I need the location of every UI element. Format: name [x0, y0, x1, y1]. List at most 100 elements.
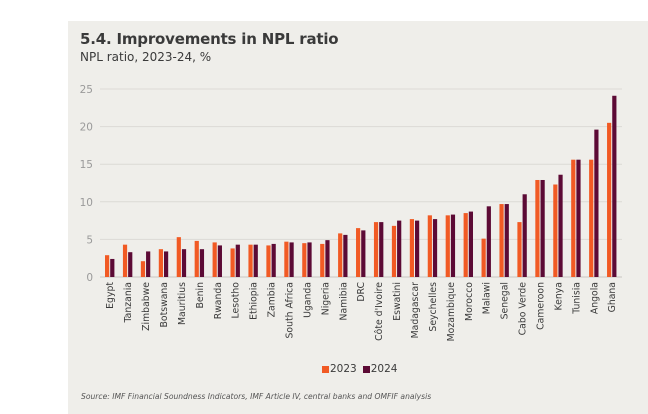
x-tick-label: Rwanda [213, 282, 224, 319]
legend: 2023 2024 [322, 363, 397, 375]
x-tick-label: Morocco [464, 282, 475, 321]
x-tick-label: Tunisia [571, 282, 582, 315]
chart-title: 5.4. Improvements in NPL ratio [80, 30, 339, 48]
bar-2024-south-africa [289, 242, 294, 277]
bar-2024-ethiopia [253, 244, 258, 277]
legend-label-2023: 2023 [330, 363, 357, 375]
y-tick-label: 15 [80, 159, 93, 171]
x-tick-label: Zimbabwe [141, 282, 152, 331]
bar-2023-rwanda [212, 242, 217, 277]
x-tick-label: Benin [195, 282, 206, 309]
chart-subtitle: NPL ratio, 2023-24, % [80, 50, 212, 64]
x-tick-label: Tanzania [123, 282, 134, 323]
bar-2023-senegal [499, 204, 504, 277]
bar-2023-seychelles [427, 215, 432, 277]
x-tick-label: Ethiopia [249, 282, 260, 320]
legend-label-2024: 2024 [370, 363, 398, 375]
x-tick-label: Ghana [607, 282, 618, 312]
bar-2024-kenya [558, 174, 563, 277]
x-tick-label: Cameroon [536, 282, 547, 330]
x-tick-label: Kenya [553, 282, 564, 310]
x-tick-label: Botswana [159, 282, 170, 327]
bar-2023-c-te-d-ivoire [373, 222, 379, 277]
y-tick-label: 20 [80, 122, 93, 134]
x-tick-label: Lesotho [231, 282, 242, 319]
bar-2023-zimbabwe [140, 261, 146, 277]
gridlines [100, 88, 622, 278]
x-tick-label: Cabo Verde [518, 282, 529, 336]
y-tick-label: 25 [80, 84, 93, 96]
legend-swatch-2024 [362, 365, 370, 373]
bar-2023-zambia [266, 245, 271, 277]
x-axis-labels: Egypt Tanzania Zimbabwe Botswana Mauritius Be… [105, 282, 618, 342]
bar-2024-egypt [110, 258, 115, 277]
bar-2023-madagascar [409, 219, 415, 277]
source-note: Source: IMF Financial Soundness Indicato… [81, 392, 432, 401]
legend-swatch-2023 [322, 365, 329, 373]
bar-2023-morocco [463, 213, 468, 277]
bar-2024-zimbabwe [146, 251, 151, 277]
bar-2023-lesotho [230, 248, 235, 277]
bar-2023-angola [589, 159, 594, 277]
bar-2024-cabo-verde [522, 194, 527, 277]
x-tick-label: Zambia [267, 282, 278, 317]
bar-2023-cameroon [535, 179, 540, 277]
bar-2024-zambia [271, 243, 276, 277]
x-tick-label: Seychelles [428, 282, 439, 332]
bar-2024-rwanda [217, 245, 222, 277]
bar-2023-eswatini [391, 225, 397, 277]
bar-2023-nigeria [320, 243, 325, 277]
bar-2024-namibia [343, 234, 348, 277]
bar-2023-ethiopia [248, 244, 253, 277]
x-tick-label: Eswatini [392, 282, 403, 321]
y-tick-label: 5 [86, 234, 93, 246]
bar-2024-malawi [486, 206, 491, 277]
bar-2023-kenya [553, 184, 558, 277]
bar-2024-nigeria [325, 240, 330, 277]
y-tick-label: 10 [80, 197, 93, 209]
bar-2023-cabo-verde [517, 222, 522, 277]
bar-2024-uganda [307, 242, 312, 277]
x-tick-label: Egypt [105, 282, 116, 309]
x-tick-label: Senegal [500, 282, 511, 319]
bar-2024-tanzania [128, 252, 133, 277]
chart-panel [68, 21, 648, 414]
bars [105, 95, 617, 277]
bar-2023-malawi [481, 238, 486, 277]
bar-2024-senegal [504, 204, 509, 277]
bar-2024-botswana [163, 251, 169, 277]
bar-2024-morocco [468, 211, 473, 277]
bar-2024-eswatini [397, 220, 402, 277]
bar-2024-mozambique [450, 214, 456, 277]
bar-2023-egypt [105, 255, 110, 277]
x-tick-label: Uganda [302, 282, 313, 318]
x-tick-label: South Africa [285, 282, 296, 339]
legend-item-2024: 2024 [362, 363, 398, 375]
legend-item-2023: 2023 [322, 363, 357, 375]
bar-2024-madagascar [415, 220, 420, 277]
x-tick-label: Nigeria [320, 282, 331, 315]
bar-2024-angola [594, 129, 599, 277]
bar-2023-mauritius [176, 237, 181, 277]
bar-2023-ghana [607, 122, 612, 277]
bar-2024-ghana [612, 95, 617, 277]
bar-2024-lesotho [235, 244, 240, 277]
bar-2023-drc [356, 228, 361, 277]
x-tick-label: Côte d'Ivoire [374, 282, 385, 341]
y-tick-label: 0 [86, 272, 93, 284]
bar-2024-benin [199, 249, 205, 277]
bar-2024-c-te-d-ivoire [379, 222, 384, 277]
bar-2024-tunisia [576, 159, 581, 277]
x-tick-label: DRC [356, 282, 367, 302]
x-tick-label: Mozambique [446, 282, 457, 342]
bar-2024-cameroon [540, 179, 545, 277]
bar-2024-mauritius [181, 249, 187, 277]
bar-2023-tunisia [571, 159, 576, 277]
bar-2023-uganda [302, 243, 307, 277]
x-tick-label: Mauritius [177, 282, 188, 325]
bar-2023-mozambique [445, 215, 450, 277]
x-tick-label: Malawi [482, 282, 493, 314]
bar-2024-seychelles [432, 219, 438, 277]
bar-2023-namibia [338, 233, 343, 277]
